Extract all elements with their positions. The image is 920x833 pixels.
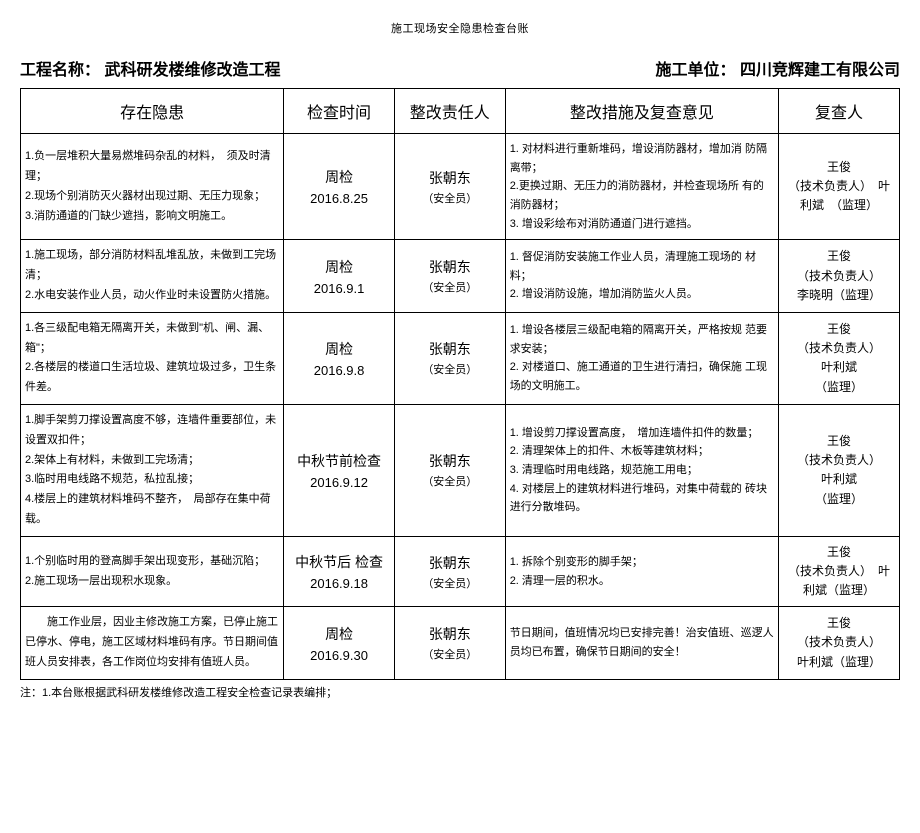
col-measure: 整改措施及复查意见: [505, 89, 778, 134]
time-main: 周检: [288, 167, 390, 187]
reviewer-cell: 王俊 （技术负责人） 叶利斌（监理）: [779, 536, 900, 607]
table-row: 1.脚手架剪刀撑设置高度不够，连墙件重要部位，未 设置双扣件； 2.架体上有材料…: [21, 405, 900, 537]
person-cell: 张朝东 （安全员）: [394, 405, 505, 537]
hazard-cell: 1.个别临时用的登高脚手架出现变形，基础沉陷； 2.施工现场一层出现积水现象。: [21, 536, 284, 607]
person-role: （安全员）: [399, 473, 501, 489]
hazard-cell: 1.施工现场，部分消防材料乱堆乱放，未做到工完场清； 2.水电安装作业人员，动火…: [21, 240, 284, 312]
reviewer-cell: 王俊 （技术负责人） 叶利斌 （监理）: [779, 134, 900, 240]
person-name: 张朝东: [399, 339, 501, 359]
table-row: 1.施工现场，部分消防材料乱堆乱放，未做到工完场清； 2.水电安装作业人员，动火…: [21, 240, 900, 312]
col-hazard: 存在隐患: [21, 89, 284, 134]
reviewer-cell: 王俊 （技术负责人） 叶利斌 （监理）: [779, 405, 900, 537]
person-cell: 张朝东 （安全员）: [394, 607, 505, 679]
hazard-cell: 1.各三级配电箱无隔离开关，未做到"机、闸、漏、箱"； 2.各楼层的楼道口生活垃…: [21, 312, 284, 404]
time-cell: 周检 2016.8.25: [284, 134, 395, 240]
project-label: 工程名称：: [20, 62, 100, 79]
person-cell: 张朝东 （安全员）: [394, 536, 505, 607]
time-main: 周检: [288, 257, 390, 277]
measure-cell: 1. 拆除个别变形的脚手架； 2. 清理一层的积水。: [505, 536, 778, 607]
time-date: 2016.9.18: [288, 576, 390, 591]
header-line: 工程名称： 武科研发楼维修改造工程 施工单位： 四川竞辉建工有限公司: [20, 56, 900, 80]
reviewer-cell: 王俊 （技术负责人） 叶利斌 （监理）: [779, 312, 900, 404]
project-name: 武科研发楼维修改造工程: [104, 62, 280, 79]
table-row: 1.各三级配电箱无隔离开关，未做到"机、闸、漏、箱"； 2.各楼层的楼道口生活垃…: [21, 312, 900, 404]
time-date: 2016.8.25: [288, 191, 390, 206]
time-main: 周检: [288, 624, 390, 644]
contractor-block: 施工单位： 四川竞辉建工有限公司: [656, 56, 900, 80]
person-name: 张朝东: [399, 624, 501, 644]
hazard-cell: 1.负一层堆积大量易燃堆码杂乱的材料， 须及时清理； 2.现场个别消防灭火器材出…: [21, 134, 284, 240]
inspection-table: 存在隐患 检查时间 整改责任人 整改措施及复查意见 复查人 1.负一层堆积大量易…: [20, 88, 900, 680]
table-row: 施工作业层，因业主修改施工方案，已停止施工 已停水、停电，施工区域材料堆码有序。…: [21, 607, 900, 679]
table-row: 1.个别临时用的登高脚手架出现变形，基础沉陷； 2.施工现场一层出现积水现象。中…: [21, 536, 900, 607]
measure-cell: 1. 对材料进行重新堆码，增设消防器材，增加消 防隔离带； 2.更换过期、无压力…: [505, 134, 778, 240]
measure-cell: 1. 督促消防安装施工作业人员，清理施工现场的 材料； 2. 增设消防设施，增加…: [505, 240, 778, 312]
time-cell: 中秋节前检查 2016.9.12: [284, 405, 395, 537]
time-date: 2016.9.12: [288, 475, 390, 490]
time-cell: 周检 2016.9.30: [284, 607, 395, 679]
time-cell: 周检 2016.9.1: [284, 240, 395, 312]
time-cell: 周检 2016.9.8: [284, 312, 395, 404]
hazard-cell: 1.脚手架剪刀撑设置高度不够，连墙件重要部位，未 设置双扣件； 2.架体上有材料…: [21, 405, 284, 537]
table-header-row: 存在隐患 检查时间 整改责任人 整改措施及复查意见 复查人: [21, 89, 900, 134]
measure-cell: 1. 增设各楼层三级配电箱的隔离开关，严格按规 范要求安装； 2. 对楼道口、施…: [505, 312, 778, 404]
col-time: 检查时间: [284, 89, 395, 134]
person-role: （安全员）: [399, 646, 501, 662]
person-cell: 张朝东 （安全员）: [394, 312, 505, 404]
person-cell: 张朝东 （安全员）: [394, 240, 505, 312]
time-main: 中秋节后 检查: [288, 552, 390, 572]
table-row: 1.负一层堆积大量易燃堆码杂乱的材料， 须及时清理； 2.现场个别消防灭火器材出…: [21, 134, 900, 240]
person-cell: 张朝东 （安全员）: [394, 134, 505, 240]
footnote: 注：1.本台账根据武科研发楼维修改造工程安全检查记录表编排；: [20, 684, 900, 700]
contractor-name: 四川竞辉建工有限公司: [740, 62, 900, 79]
time-date: 2016.9.30: [288, 648, 390, 663]
person-role: （安全员）: [399, 575, 501, 591]
reviewer-cell: 王俊 （技术负责人） 叶利斌（监理）: [779, 607, 900, 679]
person-role: （安全员）: [399, 279, 501, 295]
measure-cell: 节日期间，值班情况均已安排完善！治安值班、巡逻人员均已布置，确保节日期间的安全！: [505, 607, 778, 679]
col-reviewer: 复查人: [779, 89, 900, 134]
person-name: 张朝东: [399, 553, 501, 573]
contractor-label: 施工单位：: [656, 62, 736, 79]
time-main: 中秋节前检查: [288, 451, 390, 471]
person-name: 张朝东: [399, 257, 501, 277]
reviewer-cell: 王俊 （技术负责人） 李晓明（监理）: [779, 240, 900, 312]
person-role: （安全员）: [399, 361, 501, 377]
time-cell: 中秋节后 检查 2016.9.18: [284, 536, 395, 607]
project-block: 工程名称： 武科研发楼维修改造工程: [20, 56, 280, 80]
hazard-cell: 施工作业层，因业主修改施工方案，已停止施工 已停水、停电，施工区域材料堆码有序。…: [21, 607, 284, 679]
col-person: 整改责任人: [394, 89, 505, 134]
time-main: 周检: [288, 339, 390, 359]
time-date: 2016.9.8: [288, 363, 390, 378]
person-name: 张朝东: [399, 168, 501, 188]
document-title: 施工现场安全隐患检查台账: [20, 20, 900, 36]
person-role: （安全员）: [399, 190, 501, 206]
measure-cell: 1. 增设剪刀撑设置高度， 增加连墙件扣件的数量； 2. 清理架体上的扣件、木板…: [505, 405, 778, 537]
person-name: 张朝东: [399, 451, 501, 471]
time-date: 2016.9.1: [288, 281, 390, 296]
